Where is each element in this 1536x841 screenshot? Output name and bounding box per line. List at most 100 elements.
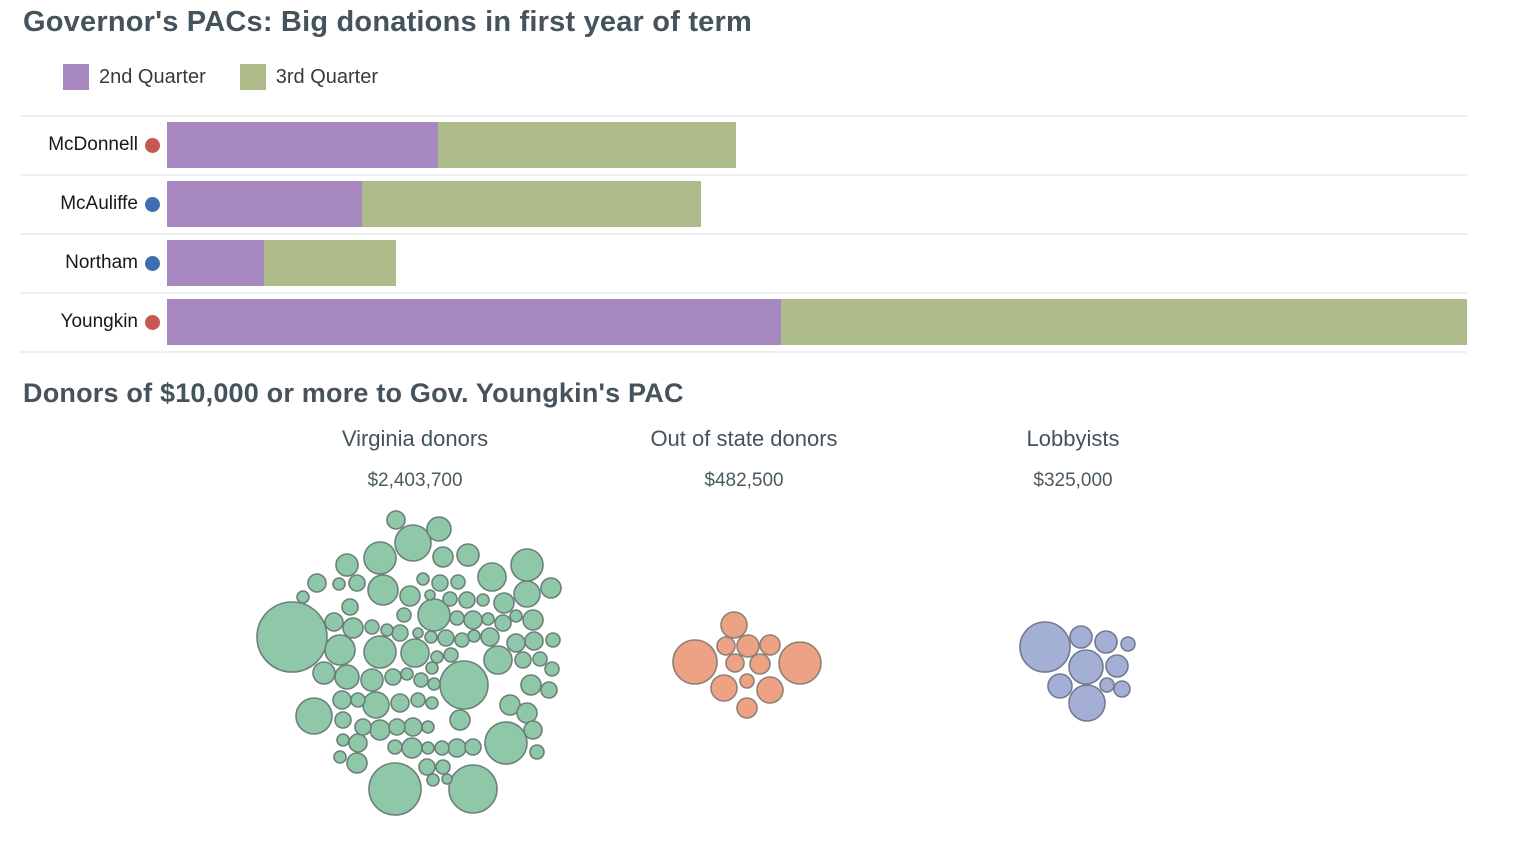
bar-segment-2nd-quarter-mcdonnell[interactable] (167, 122, 438, 168)
donor-bubble[interactable] (425, 696, 439, 710)
donor-bubble[interactable] (516, 702, 538, 724)
donor-bubble[interactable] (342, 617, 364, 639)
donor-bubble[interactable] (364, 619, 380, 635)
donor-bubble[interactable] (307, 573, 327, 593)
donor-bubble[interactable] (256, 601, 328, 673)
donor-bubble[interactable] (346, 752, 368, 774)
donor-bubble[interactable] (386, 510, 406, 530)
donor-bubble[interactable] (426, 516, 452, 542)
donor-bubble[interactable] (387, 739, 403, 755)
donor-bubble[interactable] (354, 718, 372, 736)
donor-bubble[interactable] (388, 718, 406, 736)
donor-bubble[interactable] (443, 647, 459, 663)
donor-bubble[interactable] (368, 762, 422, 816)
donor-bubble[interactable] (332, 577, 346, 591)
donor-bubble[interactable] (456, 543, 480, 567)
donor-bubble[interactable] (449, 610, 465, 626)
donor-bubble[interactable] (295, 697, 333, 735)
donor-bubble[interactable] (483, 645, 513, 675)
donor-bubble[interactable] (454, 632, 470, 648)
donor-bubble[interactable] (421, 720, 435, 734)
donor-bubble[interactable] (450, 574, 466, 590)
donor-bubble[interactable] (425, 661, 439, 675)
donor-bubble[interactable] (759, 634, 781, 656)
donor-bubble[interactable] (434, 740, 450, 756)
donor-bubble[interactable] (506, 633, 526, 653)
donor-bubble[interactable] (413, 672, 429, 688)
donor-bubble[interactable] (400, 667, 414, 681)
bar-segment-2nd-quarter-youngkin[interactable] (167, 299, 781, 345)
donor-bubble[interactable] (725, 653, 745, 673)
donor-bubble[interactable] (449, 709, 471, 731)
donor-bubble[interactable] (524, 631, 544, 651)
donor-bubble[interactable] (1099, 677, 1115, 693)
donor-bubble[interactable] (391, 624, 409, 642)
donor-bubble[interactable] (529, 744, 545, 760)
donor-bubble[interactable] (432, 546, 454, 568)
donor-bubble[interactable] (435, 759, 451, 775)
donor-bubble[interactable] (363, 541, 397, 575)
donor-bubble[interactable] (513, 580, 541, 608)
donor-bubble[interactable] (1068, 649, 1104, 685)
donor-bubble[interactable] (296, 590, 310, 604)
bar-segment-3rd-quarter-youngkin[interactable] (781, 299, 1467, 345)
donor-bubble[interactable] (410, 692, 426, 708)
donor-bubble[interactable] (467, 629, 481, 643)
donor-bubble[interactable] (710, 674, 738, 702)
donor-bubble[interactable] (1094, 630, 1118, 654)
bar-segment-3rd-quarter-mcauliffe[interactable] (362, 181, 701, 227)
donor-bubble[interactable] (363, 635, 397, 669)
donor-bubble[interactable] (334, 664, 360, 690)
donor-bubble[interactable] (424, 630, 438, 644)
donor-bubble[interactable] (463, 610, 483, 630)
donor-bubble[interactable] (399, 585, 421, 607)
donor-bubble[interactable] (480, 627, 500, 647)
bar-segment-3rd-quarter-mcdonnell[interactable] (438, 122, 736, 168)
donor-bubble[interactable] (1019, 621, 1071, 673)
donor-bubble[interactable] (756, 676, 784, 704)
donor-bubble[interactable] (1113, 680, 1131, 698)
donor-bubble[interactable] (335, 553, 359, 577)
donor-bubble[interactable] (736, 697, 758, 719)
donor-bubble[interactable] (672, 639, 718, 685)
donor-bubble[interactable] (1069, 625, 1093, 649)
donor-bubble[interactable] (324, 612, 344, 632)
donor-bubble[interactable] (384, 668, 402, 686)
donor-bubble[interactable] (431, 574, 449, 592)
donor-bubble[interactable] (336, 733, 350, 747)
donor-bubble[interactable] (403, 717, 423, 737)
donor-bubble[interactable] (426, 773, 440, 787)
donor-bubble[interactable] (412, 627, 424, 639)
donor-bubble[interactable] (464, 738, 482, 756)
donor-bubble[interactable] (360, 668, 384, 692)
donor-bubble[interactable] (510, 548, 544, 582)
donor-bubble[interactable] (484, 721, 528, 765)
donor-bubble[interactable] (520, 674, 542, 696)
bar-segment-2nd-quarter-northam[interactable] (167, 240, 264, 286)
donor-bubble[interactable] (427, 677, 441, 691)
donor-bubble[interactable] (416, 572, 430, 586)
donor-bubble[interactable] (341, 598, 359, 616)
donor-bubble[interactable] (1120, 636, 1136, 652)
donor-bubble[interactable] (540, 577, 562, 599)
donor-bubble[interactable] (545, 632, 561, 648)
bar-segment-3rd-quarter-northam[interactable] (264, 240, 396, 286)
donor-bubble[interactable] (390, 693, 410, 713)
donor-bubble[interactable] (493, 592, 515, 614)
donor-bubble[interactable] (544, 661, 560, 677)
donor-bubble[interactable] (418, 758, 436, 776)
donor-bubble[interactable] (458, 591, 476, 609)
donor-bubble[interactable] (739, 673, 755, 689)
donor-bubble[interactable] (400, 638, 430, 668)
donor-bubble[interactable] (350, 692, 366, 708)
donor-bubble[interactable] (401, 737, 423, 759)
donor-bubble[interactable] (447, 738, 467, 758)
donor-bubble[interactable] (380, 623, 394, 637)
donor-bubble[interactable] (476, 593, 490, 607)
donor-bubble[interactable] (494, 614, 512, 632)
donor-bubble[interactable] (424, 589, 436, 601)
donor-bubble[interactable] (439, 660, 489, 710)
donor-bubble[interactable] (736, 634, 760, 658)
donor-bubble[interactable] (477, 562, 507, 592)
donor-bubble[interactable] (448, 764, 498, 814)
